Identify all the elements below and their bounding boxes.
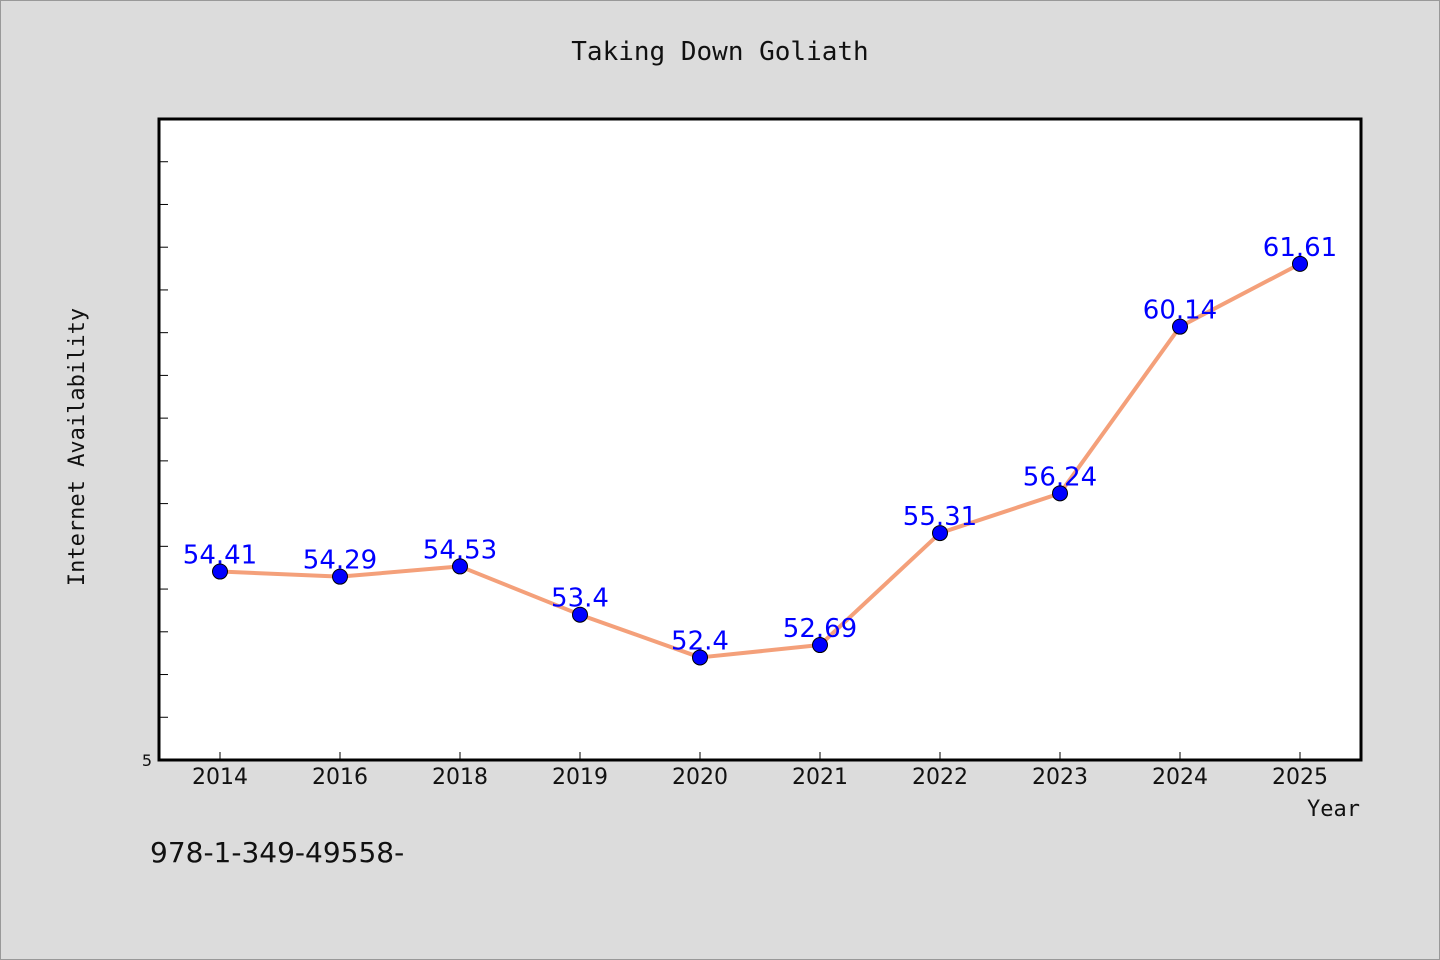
data-point (1292, 255, 1308, 272)
y-tick-label: 5 (142, 751, 152, 770)
data-label: 60.14 (1143, 296, 1217, 326)
data-point (932, 525, 948, 542)
data-point (1052, 485, 1068, 502)
x-tick-label: 2018 (432, 765, 488, 790)
x-tick-label: 2020 (672, 765, 728, 790)
data-point (692, 649, 708, 666)
data-point (452, 558, 468, 575)
data-point (812, 637, 828, 654)
series-line (219, 262, 1301, 660)
x-tick-label: 2025 (1272, 765, 1328, 790)
data-label: 53.4 (551, 584, 609, 614)
plot-area (157, 117, 1363, 762)
chart-title: Taking Down Goliath (571, 37, 868, 67)
data-point (332, 568, 348, 585)
x-tick-label: 2024 (1152, 765, 1208, 790)
data-point (212, 563, 228, 580)
data-label: 54.41 (183, 541, 257, 571)
data-label: 61.61 (1263, 233, 1337, 263)
x-axis-label: Year (1307, 797, 1360, 822)
series-layer: 54.41 54.29 54.53 53.4 52.4 52.69 55.31 56.24 60… (183, 233, 1337, 666)
x-tick-label: 2021 (792, 765, 848, 790)
data-label: 56.24 (1023, 462, 1097, 492)
data-point (572, 606, 588, 623)
data-label: 55.31 (903, 502, 977, 532)
y-axis-ticks (159, 118, 168, 761)
data-point (1172, 318, 1188, 335)
x-tick-label: 2016 (312, 765, 368, 790)
x-tick-label: 2019 (552, 765, 608, 790)
data-label: 54.29 (303, 546, 377, 576)
x-tick-label: 2022 (912, 765, 968, 790)
x-tick-label: 2023 (1032, 765, 1088, 790)
x-tick-label: 2014 (192, 765, 248, 790)
data-label: 52.69 (783, 614, 857, 644)
data-label: 52.4 (671, 626, 729, 656)
footer-isbn: 978-1-349-49558- (150, 836, 404, 869)
data-label: 54.53 (423, 535, 497, 565)
x-axis-ticks: 2014 2016 2018 2019 2020 2021 2022 2023 2024 2025 (192, 752, 1328, 790)
y-axis-label: Internet Availability (65, 308, 90, 586)
